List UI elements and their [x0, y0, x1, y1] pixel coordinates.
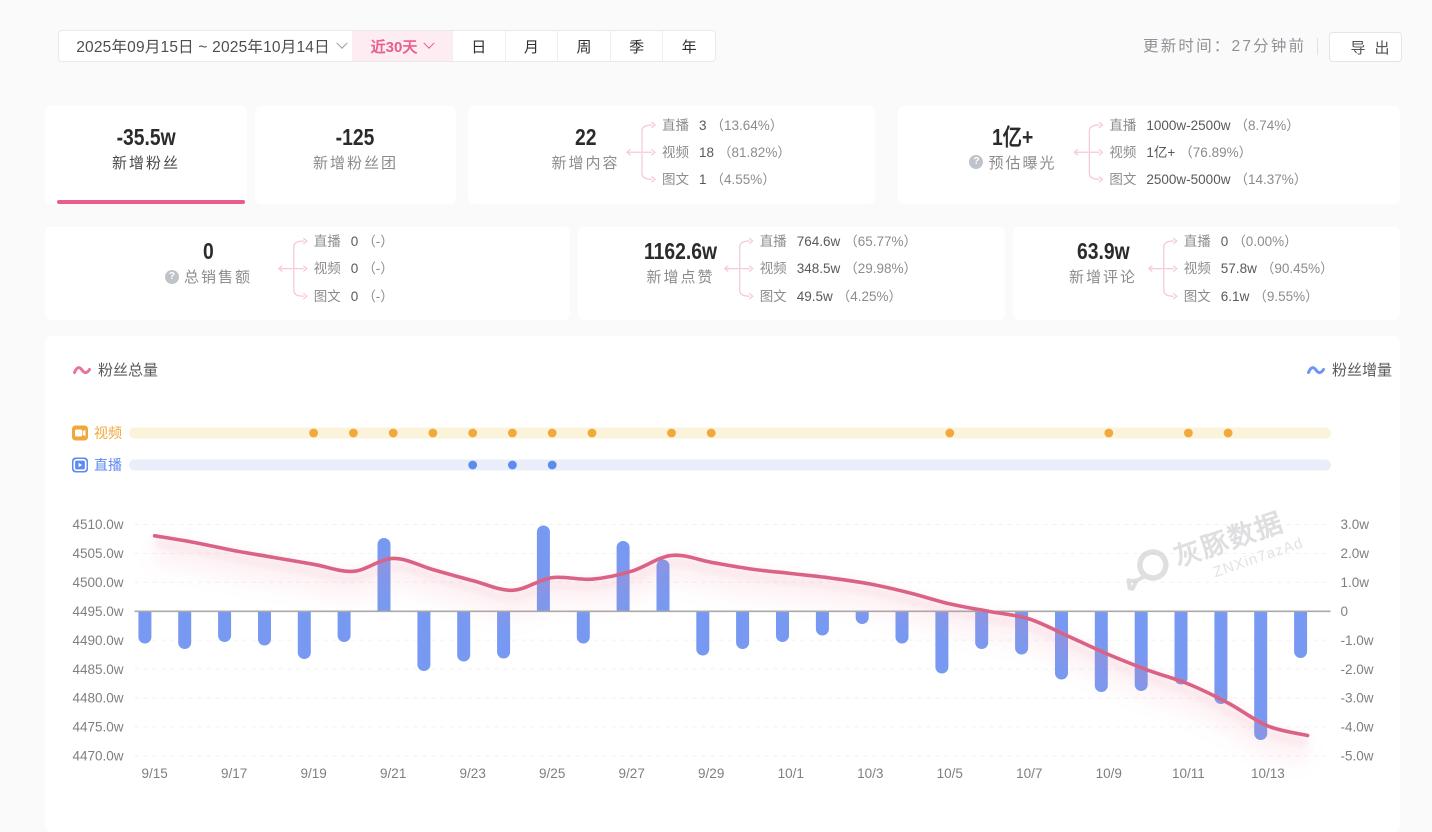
svg-text:9/23: 9/23	[460, 766, 486, 781]
svg-text:10/3: 10/3	[857, 766, 883, 781]
svg-text:视频: 视频	[94, 425, 122, 441]
svg-text:4470.0w: 4470.0w	[72, 749, 123, 764]
svg-text:10/7: 10/7	[1016, 766, 1042, 781]
svg-text:10/13: 10/13	[1251, 766, 1285, 781]
svg-text:-5.0w: -5.0w	[1341, 749, 1374, 764]
svg-text:-2.0w: -2.0w	[1341, 662, 1374, 677]
svg-text:2.0w: 2.0w	[1341, 546, 1370, 561]
svg-text:9/17: 9/17	[221, 766, 247, 781]
svg-text:4500.0w: 4500.0w	[72, 575, 123, 590]
svg-text:直播: 直播	[94, 457, 122, 473]
svg-text:4475.0w: 4475.0w	[72, 720, 123, 735]
svg-text:4505.0w: 4505.0w	[72, 546, 123, 561]
svg-text:4480.0w: 4480.0w	[72, 691, 123, 706]
svg-text:10/1: 10/1	[778, 766, 804, 781]
svg-text:10/11: 10/11	[1172, 766, 1205, 781]
svg-text:9/27: 9/27	[619, 766, 645, 781]
svg-text:9/25: 9/25	[539, 766, 565, 781]
svg-text:1.0w: 1.0w	[1341, 575, 1370, 590]
svg-text:-4.0w: -4.0w	[1341, 720, 1374, 735]
svg-text:4495.0w: 4495.0w	[72, 604, 123, 619]
svg-text:-3.0w: -3.0w	[1341, 691, 1374, 706]
svg-text:3.0w: 3.0w	[1341, 517, 1370, 532]
svg-text:4490.0w: 4490.0w	[72, 633, 123, 648]
svg-text:4485.0w: 4485.0w	[72, 662, 123, 677]
svg-text:4510.0w: 4510.0w	[72, 517, 123, 532]
svg-text:9/19: 9/19	[300, 766, 326, 781]
svg-text:9/21: 9/21	[380, 766, 406, 781]
svg-text:10/5: 10/5	[937, 766, 963, 781]
svg-text:10/9: 10/9	[1096, 766, 1122, 781]
svg-text:0: 0	[1341, 604, 1349, 619]
svg-text:9/15: 9/15	[141, 766, 167, 781]
svg-text:9/29: 9/29	[698, 766, 724, 781]
svg-text:-1.0w: -1.0w	[1341, 633, 1374, 648]
